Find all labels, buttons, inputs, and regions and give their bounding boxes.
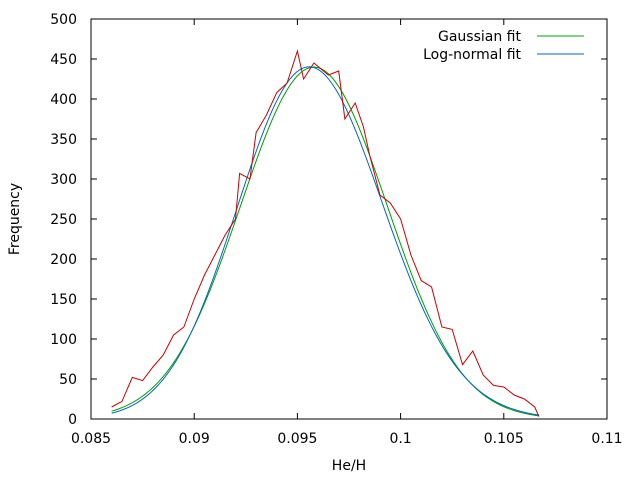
y-tick-label: 100 bbox=[50, 332, 77, 348]
y-tick-label: 150 bbox=[50, 292, 77, 308]
gaussian-fit-line bbox=[111, 66, 539, 417]
x-tick-label: 0.11 bbox=[591, 431, 622, 447]
tick-marks bbox=[90, 18, 608, 420]
y-tick-label: 300 bbox=[50, 172, 77, 188]
x-tick-label: 0.09 bbox=[179, 431, 210, 447]
y-tick-label: 0 bbox=[68, 412, 77, 428]
legend: Gaussian fit Log-normal fit bbox=[423, 29, 584, 63]
plot-border bbox=[90, 18, 608, 420]
y-tick-label: 50 bbox=[59, 372, 77, 388]
y-axis-label: Frequency bbox=[7, 183, 23, 255]
lognormal-fit-line bbox=[111, 66, 539, 416]
x-axis-label: He/H bbox=[332, 458, 366, 474]
y-tick-label: 450 bbox=[50, 52, 77, 68]
x-tick-label: 0.1 bbox=[389, 431, 411, 447]
y-tick-label: 500 bbox=[50, 12, 77, 28]
axes bbox=[90, 18, 608, 420]
series-lines bbox=[111, 49, 540, 417]
legend-label-lognormal: Log-normal fit bbox=[423, 47, 521, 63]
legend-label-gaussian: Gaussian fit bbox=[438, 29, 521, 45]
y-tick-label: 250 bbox=[50, 212, 77, 228]
tick-labels: 0 50 100 150 200 250 300 350 400 450 500 0.085 0.09 0… bbox=[50, 12, 622, 447]
x-tick-label: 0.105 bbox=[484, 431, 524, 447]
frequency-data-line bbox=[111, 49, 540, 417]
y-tick-label: 400 bbox=[50, 92, 77, 108]
y-tick-label: 200 bbox=[50, 252, 77, 268]
x-tick-label: 0.085 bbox=[71, 431, 111, 447]
x-tick-label: 0.095 bbox=[277, 431, 317, 447]
y-tick-label: 350 bbox=[50, 132, 77, 148]
